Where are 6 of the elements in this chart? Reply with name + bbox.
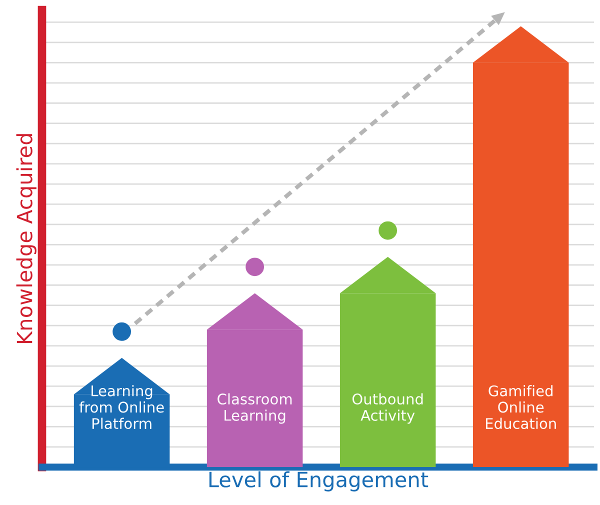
x-tick-label: Classroom Learning — [218, 393, 292, 424]
x-tick-label: Gamified Online Education — [486, 385, 556, 430]
x-axis-title: Level of Engagement — [209, 471, 428, 492]
x-tick-label: Learning from Online Platform — [79, 385, 164, 430]
y-axis-title: Knowledge Acquired — [16, 134, 36, 343]
x-tick-label: Outbound Activity — [352, 393, 423, 424]
